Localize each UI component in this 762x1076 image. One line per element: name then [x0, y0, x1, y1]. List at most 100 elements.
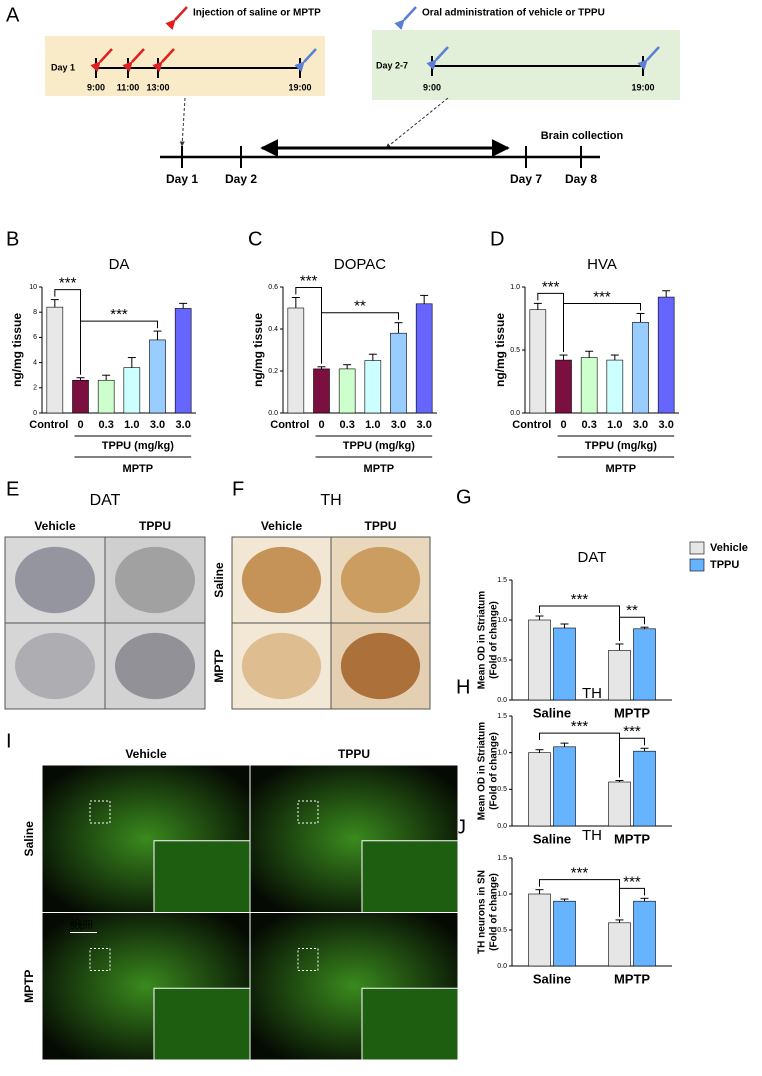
significance-label: ***: [59, 275, 77, 292]
y-axis-label: (Fold of change): [489, 873, 500, 951]
chart-title: HVA: [587, 256, 617, 273]
x-tick-label: Control: [29, 419, 68, 431]
group-label: MPTP: [606, 463, 637, 475]
chart-title: DA: [109, 256, 130, 273]
x-tick-label: 3.0: [659, 419, 674, 431]
x-tick-label: 0.3: [582, 419, 597, 431]
significance-bracket: [80, 320, 158, 329]
error-bar: [615, 780, 624, 782]
y-tick-label: 10: [29, 284, 37, 291]
x-tick-label: Saline: [533, 705, 571, 720]
error-bar: [610, 354, 619, 361]
significance-bracket: [619, 887, 645, 896]
significance-label: ***: [623, 723, 641, 740]
line: [426, 46, 449, 71]
bar: [364, 360, 382, 414]
bar: [313, 368, 330, 414]
chart-title: TH: [582, 827, 602, 844]
group-label: TPPU (mg/kg): [102, 440, 174, 452]
tissue-section: [115, 632, 195, 700]
bar: [555, 359, 572, 414]
panel-letter: A: [6, 4, 20, 26]
line: [294, 48, 317, 73]
y-tick-label: 0.5: [510, 347, 520, 354]
time-label: 9:00: [87, 82, 105, 92]
y-axis-label: (Fold of change): [489, 732, 500, 810]
zoom-box: [89, 800, 111, 824]
x-tick-label: 1.0: [607, 419, 622, 431]
y-tick-label: 0.5: [497, 657, 507, 664]
bar: [528, 893, 551, 967]
bar: [608, 650, 631, 701]
x-tick-label: Saline: [533, 831, 571, 846]
y-axis-label: ng/mg tissue: [493, 313, 507, 387]
label: Brain collection: [541, 130, 624, 142]
zoom-box: [297, 800, 319, 824]
y-tick-label: 6: [33, 334, 37, 341]
y-tick-label: 0.0: [510, 410, 520, 417]
bar: [528, 752, 551, 827]
significance-label: ***: [571, 718, 589, 735]
chart-title: DAT: [578, 549, 607, 566]
error-bar: [102, 374, 111, 381]
legend-label: Vehicle: [710, 542, 748, 554]
significance-bracket: [619, 616, 645, 625]
error-bar: [50, 299, 59, 308]
y-tick-label: 0.4: [268, 326, 278, 333]
column-header: Vehicle: [34, 519, 76, 533]
bar: [123, 367, 141, 414]
x-tick-label: 0: [77, 419, 83, 431]
error-bar: [559, 354, 568, 361]
significance-bracket: [54, 289, 81, 375]
error-bar: [535, 615, 544, 620]
image-title: TH: [320, 492, 341, 509]
error-bar: [640, 747, 649, 752]
bar: [529, 309, 547, 414]
error-bar: [636, 312, 645, 323]
x-tick-label: Saline: [533, 971, 571, 986]
x-tick-label: MPTP: [614, 831, 650, 846]
y-tick-label: 1.5: [497, 713, 507, 720]
significance-bracket: [321, 312, 399, 320]
y-tick-label: 2: [33, 385, 37, 392]
error-bar: [394, 322, 403, 334]
line: [394, 6, 417, 31]
day-label: Day 8: [565, 172, 597, 186]
significance-label: ***: [300, 272, 318, 289]
label: Oral administration of vehicle or TPPU: [422, 8, 605, 19]
y-tick-label: 1.0: [497, 750, 507, 757]
line: [637, 46, 660, 71]
legend-swatch: [689, 558, 705, 572]
panel-letter: J: [456, 816, 466, 838]
time-label: 19:00: [631, 82, 654, 92]
y-tick-label: 1.5: [497, 855, 507, 862]
tissue-section: [241, 632, 322, 700]
column-header: TPPU: [364, 519, 396, 533]
significance-bracket: [539, 879, 620, 917]
tissue-section: [15, 546, 95, 614]
panel-letter: E: [6, 478, 19, 500]
significance-label: ***: [110, 306, 128, 323]
error-bar: [535, 749, 544, 753]
error-bar: [179, 302, 188, 309]
bar: [528, 619, 551, 701]
significance-bracket: [619, 737, 645, 746]
x-tick-label: 0: [318, 419, 324, 431]
error-bar: [585, 350, 594, 358]
error-bar: [662, 290, 671, 298]
inset: [361, 840, 459, 913]
significance-label: ***: [571, 865, 589, 882]
bar: [338, 368, 356, 414]
y-tick-label: 0.6: [268, 284, 278, 291]
x-tick-label: 0.3: [99, 419, 114, 431]
error-bar: [127, 357, 136, 368]
bar: [553, 746, 576, 827]
y-tick-label: 0.5: [497, 786, 507, 793]
column-header: Vehicle: [261, 519, 303, 533]
legend-swatch: [689, 541, 705, 555]
day-label: Day 1: [166, 172, 198, 186]
y-axis-label: TH neurons in SN: [477, 870, 488, 954]
x-tick-label: Control: [512, 419, 551, 431]
panel-letter: D: [490, 228, 504, 250]
x-tick-label: Control: [270, 419, 309, 431]
